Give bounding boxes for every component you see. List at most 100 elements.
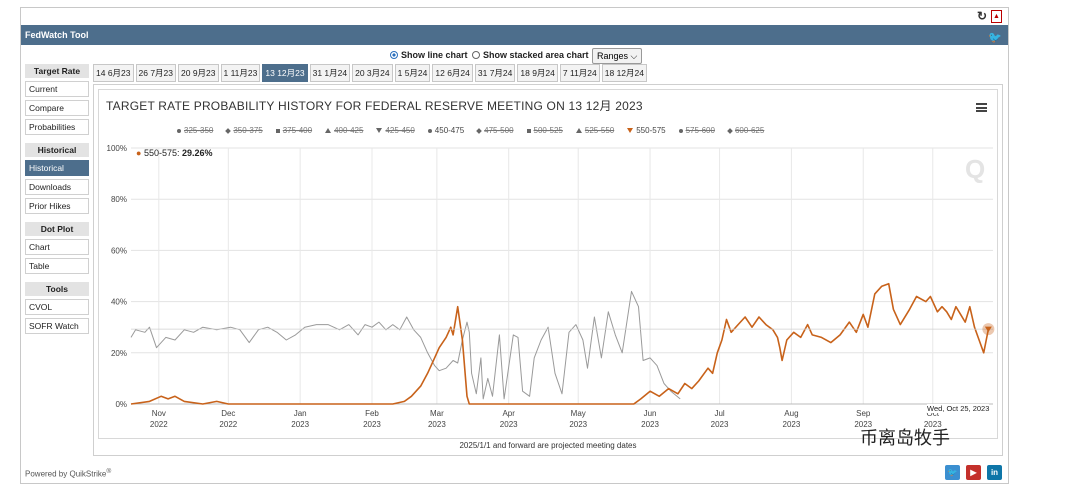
powered-by: Powered by QuikStrike® bbox=[25, 468, 112, 479]
meeting-tab[interactable]: 26 7月23 bbox=[135, 64, 176, 82]
y-tick-label: 0% bbox=[115, 400, 127, 409]
sidebar-item[interactable]: Probabilities bbox=[25, 119, 89, 135]
x-tick-year: 2023 bbox=[854, 420, 872, 429]
meeting-tab[interactable]: 31 7月24 bbox=[474, 64, 516, 82]
quikstrike-q-logo: Q bbox=[965, 154, 986, 184]
legend-label: 575-600 bbox=[685, 126, 715, 135]
x-tick-year: 2022 bbox=[219, 420, 237, 429]
sidebar-item[interactable]: Downloads bbox=[25, 179, 89, 195]
y-tick-label: 100% bbox=[107, 144, 127, 153]
date-stamp: Wed, Oct 25, 2023 bbox=[927, 404, 990, 413]
chart-svg: 0% 20% 40% 60% 80% 100% Nov 2022 Dec 2022 Jan 2023 F… bbox=[107, 144, 995, 429]
meeting-tab[interactable]: 31 1月24 bbox=[309, 64, 351, 82]
sidebar: Target Rate Current Compare Probabilities Hi… bbox=[25, 64, 89, 334]
meeting-tab[interactable]: 7 11月24 bbox=[559, 64, 600, 82]
tooltip-value: 29.26% bbox=[182, 148, 213, 158]
x-tick-year: 2023 bbox=[291, 420, 309, 429]
x-tick-label: Feb bbox=[365, 409, 379, 418]
legend-item[interactable]: 475-500 bbox=[476, 126, 514, 135]
legend-item[interactable]: 450-475 bbox=[427, 126, 465, 135]
twitter-bird-icon[interactable]: 🐦 bbox=[945, 465, 960, 480]
refresh-icon[interactable]: ↻ bbox=[976, 9, 987, 23]
legend-item[interactable]: 550-575 bbox=[627, 126, 666, 135]
sidebar-item[interactable]: Historical bbox=[25, 160, 89, 176]
meeting-tab[interactable]: 12 6月24 bbox=[432, 64, 473, 82]
x-tick-label: Aug bbox=[784, 409, 798, 418]
app-title: FedWatch Tool bbox=[25, 30, 89, 40]
chart-container: TARGET RATE PROBABILITY HISTORY FOR FEDE… bbox=[93, 84, 1003, 456]
legend-label: 425-450 bbox=[385, 126, 415, 135]
sidebar-item[interactable]: Compare bbox=[25, 100, 89, 116]
sidebar-item[interactable]: Prior Hikes bbox=[25, 198, 89, 214]
meeting-tab[interactable]: 14 6月23 bbox=[93, 64, 134, 82]
x-tick-label: Jun bbox=[644, 409, 657, 418]
sidebar-item[interactable]: SOFR Watch bbox=[25, 318, 89, 334]
legend-marker-icon bbox=[526, 128, 531, 133]
legend-item[interactable]: 575-600 bbox=[678, 126, 715, 135]
legend-item[interactable]: 425-450 bbox=[376, 126, 415, 135]
x-tick-label: Sep bbox=[856, 409, 871, 418]
youtube-icon[interactable]: ▶ bbox=[966, 465, 981, 480]
radio-selected-icon bbox=[390, 51, 398, 59]
legend-item[interactable]: 600-625 bbox=[727, 126, 765, 135]
menu-icon[interactable] bbox=[976, 103, 987, 112]
chart-tooltip: ● 550-575: 29.26% bbox=[136, 148, 213, 158]
sidebar-item[interactable]: CVOL bbox=[25, 299, 89, 315]
sidebar-item[interactable]: Current bbox=[25, 81, 89, 97]
x-tick-label: Nov bbox=[152, 409, 166, 418]
meeting-tab[interactable]: 18 9月24 bbox=[517, 64, 558, 82]
y-tick-label: 20% bbox=[111, 349, 127, 358]
x-tick-label: Dec bbox=[221, 409, 235, 418]
sidebar-item[interactable]: Chart bbox=[25, 239, 89, 255]
chart-legend: 325-350 350-375 375-400 400-425 425-450 450-4… bbox=[177, 126, 764, 135]
quikstrike-brand[interactable]: QuikStrike bbox=[69, 469, 107, 479]
legend-item[interactable]: 400-425 bbox=[325, 126, 363, 135]
legend-label: 350-375 bbox=[233, 126, 263, 135]
legend-item[interactable]: 500-525 bbox=[526, 126, 563, 135]
linkedin-icon[interactable]: in bbox=[987, 465, 1002, 480]
sidebar-item[interactable]: Table bbox=[25, 258, 89, 274]
sidebar-header: Dot Plot bbox=[25, 222, 89, 236]
legend-item[interactable]: 325-350 bbox=[177, 126, 213, 135]
meeting-tab[interactable]: 1 5月24 bbox=[394, 64, 431, 82]
stacked-area-radio[interactable]: Show stacked area chart bbox=[472, 50, 589, 60]
twitter-icon[interactable]: 🐦 bbox=[988, 32, 1002, 44]
legend-marker-icon bbox=[275, 128, 280, 133]
legend-label: 500-525 bbox=[533, 126, 563, 135]
line-chart-radio[interactable]: Show line chart bbox=[390, 50, 468, 60]
legend-item[interactable]: 350-375 bbox=[225, 126, 263, 135]
x-tick-label: Jul bbox=[714, 409, 724, 418]
legend-marker-icon bbox=[325, 128, 332, 133]
meeting-tab[interactable]: 1 11月23 bbox=[220, 64, 261, 82]
hover-marker bbox=[984, 326, 992, 333]
series-line-450-475 bbox=[130, 290, 681, 400]
meeting-tabs: 14 6月23 26 7月23 20 9月23 1 11月23 13 12月23 31 1… bbox=[93, 64, 647, 82]
pdf-icon[interactable]: ▲ bbox=[991, 9, 1002, 23]
chevron-down-icon: ⌵ bbox=[630, 51, 638, 61]
sidebar-header: Target Rate bbox=[25, 64, 89, 78]
legend-label: 525-550 bbox=[584, 126, 615, 135]
meeting-tab[interactable]: 20 3月24 bbox=[352, 64, 393, 82]
ranges-dropdown[interactable]: Ranges ⌵ bbox=[592, 48, 643, 64]
x-tick-year: 2023 bbox=[500, 420, 518, 429]
chart-panel: TARGET RATE PROBABILITY HISTORY FOR FEDE… bbox=[98, 89, 998, 439]
x-tick-year: 2023 bbox=[924, 420, 942, 429]
legend-item[interactable]: 375-400 bbox=[275, 126, 313, 135]
legend-label: 450-475 bbox=[434, 126, 465, 135]
meeting-tab[interactable]: 20 9月23 bbox=[178, 64, 219, 82]
x-tick-label: Jan bbox=[294, 409, 307, 418]
legend-item[interactable]: 525-550 bbox=[575, 126, 615, 135]
meeting-tab[interactable]: 13 12月23 bbox=[262, 64, 308, 82]
stacked-area-label: Show stacked area chart bbox=[483, 50, 589, 60]
y-tick-label: 80% bbox=[111, 195, 127, 204]
line-chart-label: Show line chart bbox=[401, 50, 468, 60]
x-tick-label: Oct bbox=[927, 409, 940, 418]
sidebar-header: Historical bbox=[25, 143, 89, 157]
legend-marker-icon bbox=[177, 128, 181, 133]
meeting-tab[interactable]: 18 12月24 bbox=[601, 64, 647, 82]
chart-title: TARGET RATE PROBABILITY HISTORY FOR FEDE… bbox=[106, 99, 643, 113]
legend-label: 375-400 bbox=[282, 126, 313, 135]
legend-label: 600-625 bbox=[734, 126, 765, 135]
app-titlebar: FedWatch Tool 🐦 bbox=[21, 25, 1008, 45]
fedwatch-frame: ↻ ▲ FedWatch Tool 🐦 Show line chart Show… bbox=[20, 7, 1009, 484]
